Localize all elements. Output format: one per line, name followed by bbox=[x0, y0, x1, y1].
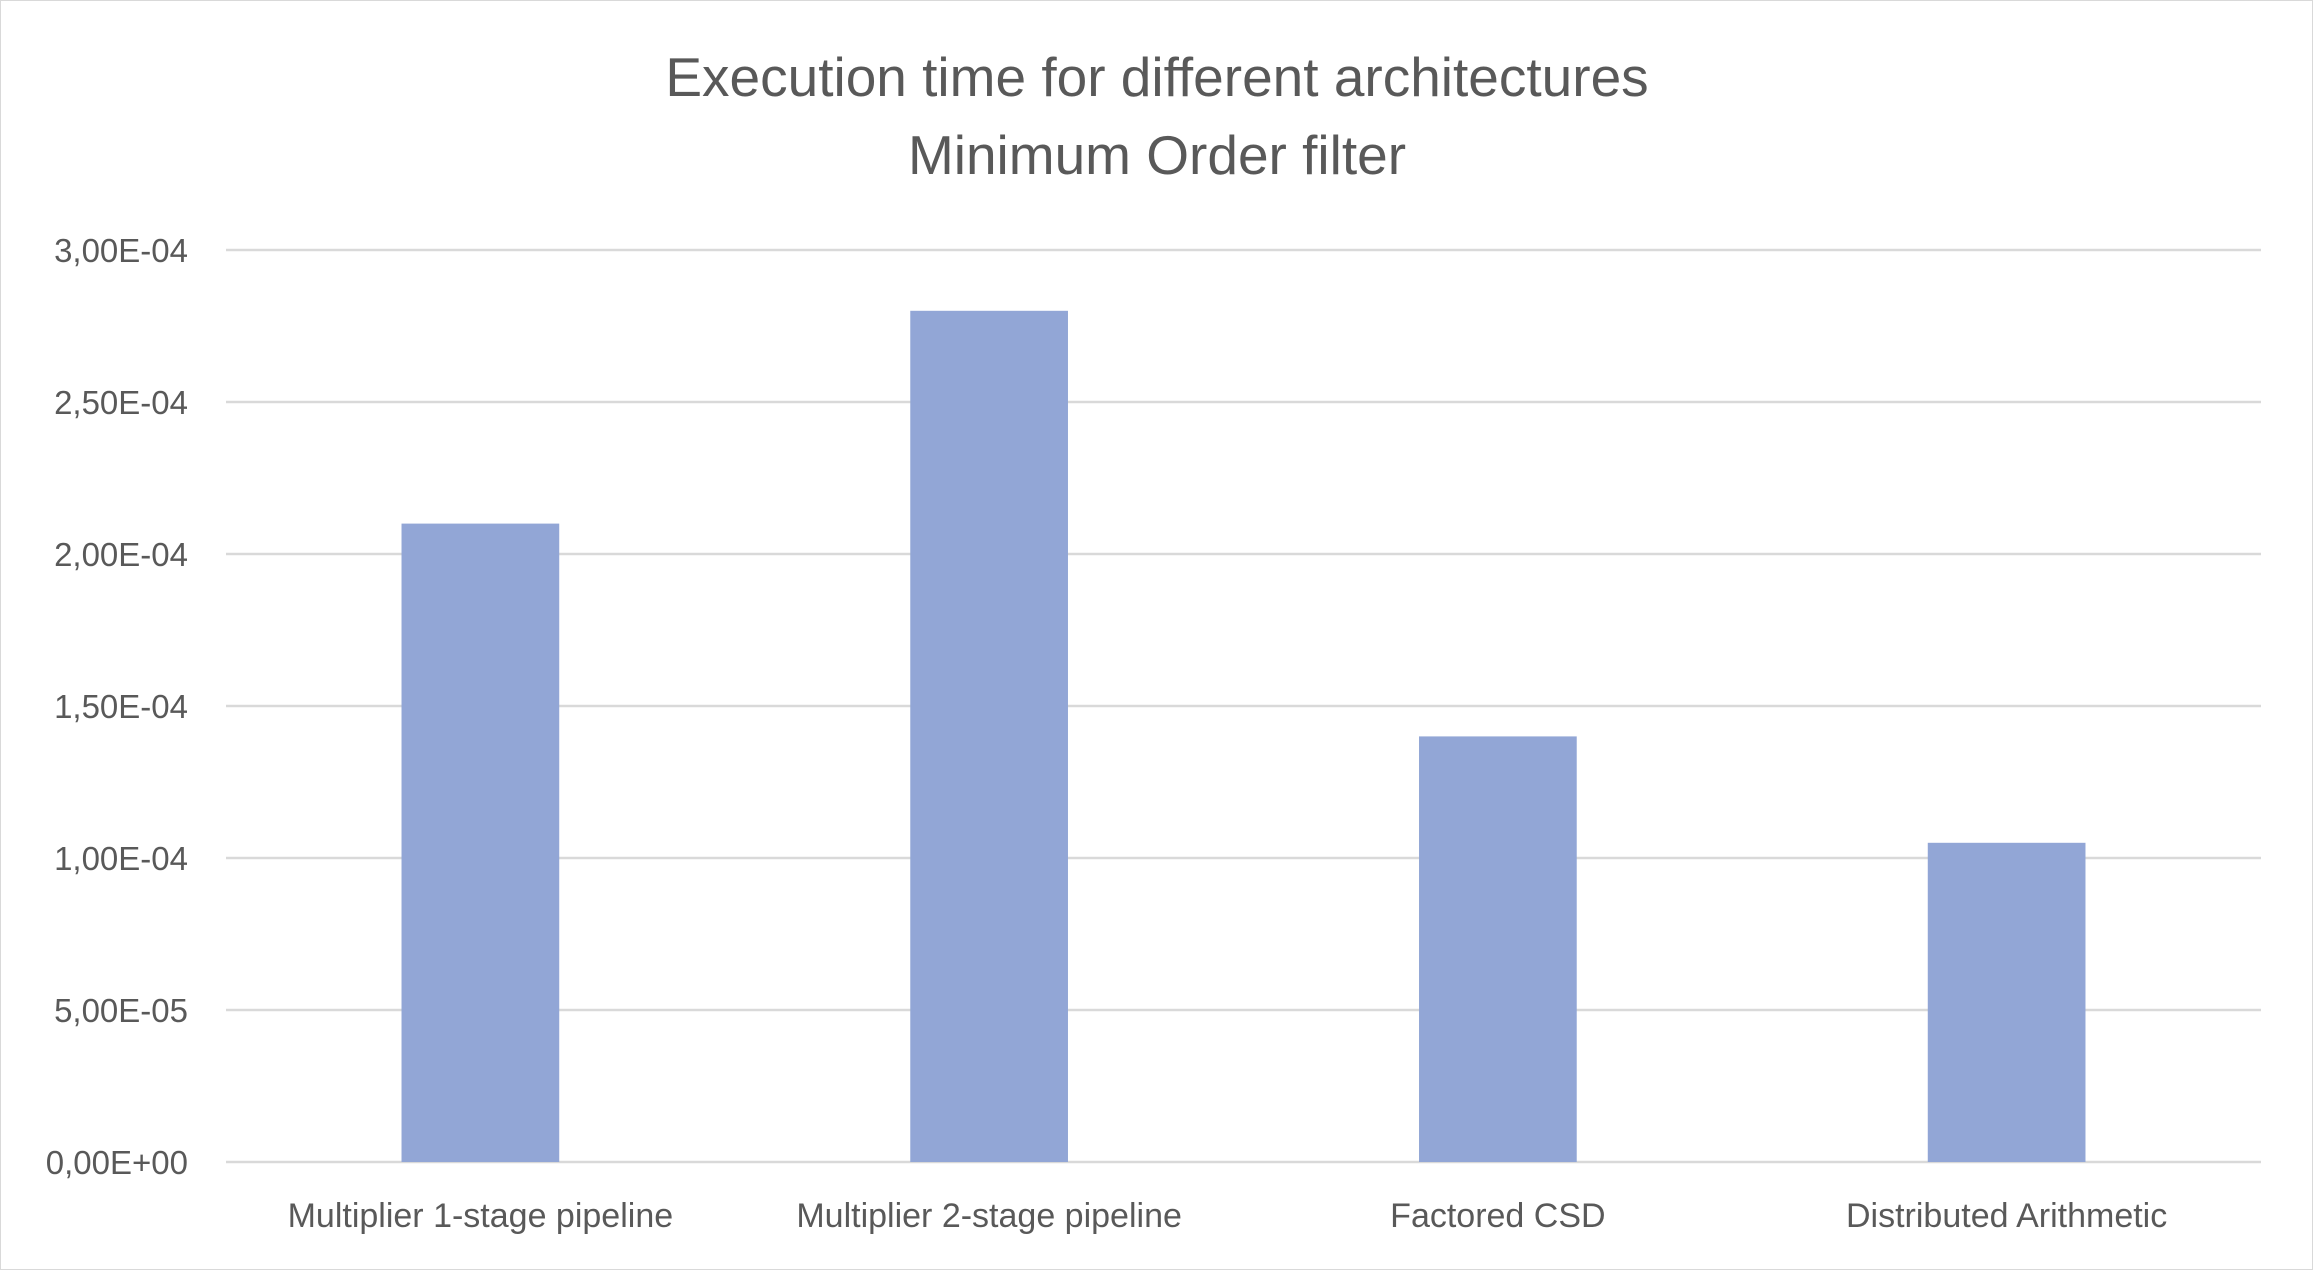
x-category-label: Factored CSD bbox=[1390, 1197, 1605, 1235]
bar bbox=[401, 523, 560, 1162]
bar bbox=[910, 310, 1068, 1162]
y-axis-ticks: 0,00E+00 5,00E-05 1,00E-04 1,50E-04 2,00E-04… bbox=[46, 232, 188, 1181]
gridlines bbox=[226, 248, 2261, 1164]
y-tick-label: 1,50E-04 bbox=[54, 688, 188, 725]
y-tick-label: 0,00E+00 bbox=[46, 1144, 188, 1181]
bar bbox=[1927, 842, 2086, 1162]
y-tick-label: 1,00E-04 bbox=[54, 840, 188, 877]
y-tick-label: 2,00E-04 bbox=[54, 536, 188, 573]
chart-subtitle: Minimum Order filter bbox=[908, 124, 1406, 186]
bar bbox=[1419, 736, 1577, 1162]
x-category-label: Multiplier 2-stage pipeline bbox=[796, 1197, 1182, 1235]
x-axis-categories: Multiplier 1-stage pipeline Multiplier 2-… bbox=[288, 1197, 2168, 1235]
y-tick-label: 3,00E-04 bbox=[54, 232, 188, 269]
chart-title: Execution time for different architectur… bbox=[665, 46, 1648, 108]
bars bbox=[401, 310, 2086, 1162]
x-category-label: Distributed Arithmetic bbox=[1846, 1197, 2167, 1235]
y-tick-label: 2,50E-04 bbox=[54, 384, 188, 421]
y-tick-label: 5,00E-05 bbox=[54, 992, 188, 1029]
x-category-label: Multiplier 1-stage pipeline bbox=[288, 1197, 674, 1235]
